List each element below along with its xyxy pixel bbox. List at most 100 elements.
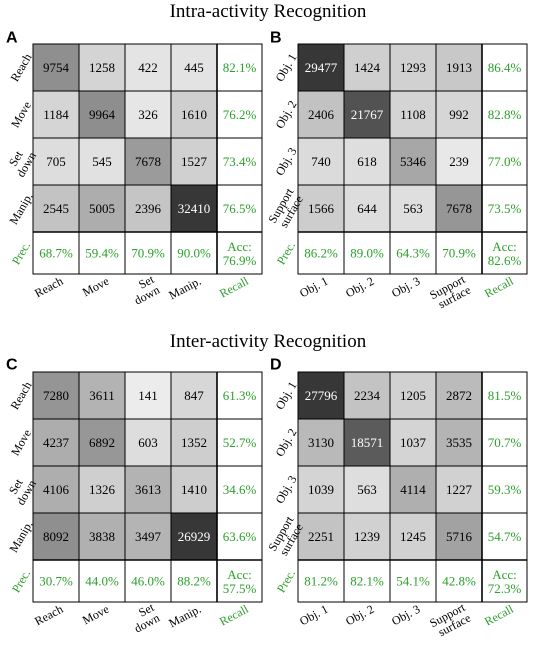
recall-value: 77.0% bbox=[488, 154, 522, 169]
matrix-cell bbox=[124, 418, 172, 467]
column-label: Obj. 1 bbox=[297, 602, 330, 628]
confusion-matrix-b: B 29477 1424 1293 1913 2406 21767 1108 992 740 618… bbox=[265, 30, 528, 311]
precision-cell bbox=[435, 231, 483, 275]
recall-value: 76.5% bbox=[223, 201, 257, 216]
row-label: Reach bbox=[7, 51, 34, 84]
row-label: Move bbox=[8, 427, 34, 458]
cell-value: 3613 bbox=[135, 482, 161, 497]
matrix-cell bbox=[297, 184, 345, 233]
panel-label: C bbox=[6, 357, 18, 374]
precision-value: 54.1% bbox=[396, 574, 430, 589]
precision-cell bbox=[297, 559, 345, 603]
cell-value: 563 bbox=[357, 482, 377, 497]
row-label: Obj. 3 bbox=[272, 473, 299, 506]
precision-axis-label: Prec. bbox=[9, 239, 33, 267]
precision-value: 44.0% bbox=[85, 574, 119, 589]
accuracy-cell bbox=[481, 559, 528, 603]
cell-value: 3130 bbox=[308, 435, 334, 450]
row-label: Obj. 2 bbox=[272, 98, 299, 131]
recall-cell bbox=[216, 465, 263, 514]
title-inter: Inter-activity Recognition bbox=[169, 331, 367, 352]
column-label: Obj. 2 bbox=[343, 602, 376, 628]
row-label: Obj. 3 bbox=[272, 145, 299, 178]
precision-value: 30.7% bbox=[39, 574, 73, 589]
cell-value: 9754 bbox=[43, 60, 70, 75]
recall-value: 73.4% bbox=[223, 154, 257, 169]
accuracy-cell bbox=[216, 231, 263, 275]
cell-value: 1184 bbox=[43, 107, 69, 122]
precision-value: 46.0% bbox=[131, 574, 165, 589]
matrix-cell bbox=[78, 465, 126, 514]
matrix-cell bbox=[435, 137, 483, 186]
matrix-cell bbox=[32, 137, 80, 186]
cell-value: 2406 bbox=[308, 107, 335, 122]
row-label: Obj. 1 bbox=[272, 379, 299, 412]
cell-value: 9964 bbox=[89, 107, 116, 122]
confusion-matrix-a: A 9754 1258 422 445 1184 9964 326 1610 705 545 7678… bbox=[6, 30, 263, 308]
recall-cell bbox=[216, 90, 263, 139]
matrix-cell bbox=[389, 465, 437, 514]
cell-value: 1566 bbox=[308, 201, 335, 216]
accuracy-value: Acc: 82.6% bbox=[488, 239, 522, 268]
precision-value: 82.1% bbox=[350, 574, 384, 589]
precision-cell bbox=[297, 231, 345, 275]
cell-value: 27796 bbox=[305, 388, 338, 403]
matrix-cell bbox=[32, 512, 80, 561]
matrix-cell bbox=[78, 512, 126, 561]
matrix-cell bbox=[170, 43, 218, 92]
recall-cell bbox=[481, 371, 528, 420]
cell-value: 1037 bbox=[400, 435, 427, 450]
accuracy-value: Acc: 57.5% bbox=[223, 567, 257, 596]
panel-label: B bbox=[270, 30, 282, 47]
column-label: Move bbox=[80, 274, 111, 300]
cell-value: 4106 bbox=[43, 482, 70, 497]
precision-value: 86.2% bbox=[304, 246, 338, 261]
panel-label: A bbox=[6, 30, 18, 47]
cell-value: 1610 bbox=[181, 107, 207, 122]
row-label: Move bbox=[8, 99, 34, 130]
matrix-cell bbox=[32, 371, 80, 420]
cell-value: 32410 bbox=[178, 201, 211, 216]
row-label: Reach bbox=[7, 379, 34, 412]
cell-value: 2251 bbox=[308, 529, 334, 544]
row-label: Manip. bbox=[6, 518, 35, 555]
panel-label: D bbox=[270, 357, 282, 374]
cell-value: 8092 bbox=[43, 529, 69, 544]
cell-value: 992 bbox=[449, 107, 469, 122]
precision-value: 59.4% bbox=[85, 246, 119, 261]
matrix-cell bbox=[389, 43, 437, 92]
recall-value: 54.7% bbox=[488, 529, 522, 544]
matrix-cell bbox=[124, 137, 172, 186]
column-label: Setdown bbox=[126, 272, 162, 308]
column-label: Obj. 3 bbox=[389, 602, 422, 628]
precision-cell bbox=[389, 231, 437, 275]
matrix-cell bbox=[297, 512, 345, 561]
recall-value: 34.6% bbox=[223, 482, 257, 497]
matrix-cell bbox=[389, 418, 437, 467]
cell-value: 29477 bbox=[305, 60, 338, 75]
cell-value: 326 bbox=[138, 107, 158, 122]
precision-value: 81.2% bbox=[304, 574, 338, 589]
column-label: Move bbox=[80, 602, 111, 628]
cell-value: 3535 bbox=[446, 435, 472, 450]
matrix-cell bbox=[297, 418, 345, 467]
cell-value: 239 bbox=[449, 154, 469, 169]
confusion-matrix-c: C 7280 3611 141 847 4237 6892 603 1352 4106 1326 36… bbox=[6, 357, 263, 636]
recall-axis-label: Recall bbox=[482, 602, 516, 629]
cell-value: 7280 bbox=[43, 388, 69, 403]
cell-value: 603 bbox=[138, 435, 158, 450]
cell-value: 141 bbox=[138, 388, 158, 403]
cell-value: 1527 bbox=[181, 154, 208, 169]
cell-value: 1245 bbox=[400, 529, 426, 544]
row-label: Obj. 1 bbox=[272, 51, 299, 84]
cell-value: 26929 bbox=[178, 529, 211, 544]
column-label: Setdown bbox=[126, 600, 162, 636]
cell-value: 1424 bbox=[354, 60, 381, 75]
matrix-cell bbox=[435, 465, 483, 514]
matrix-cell bbox=[343, 465, 391, 514]
recall-value: 86.4% bbox=[488, 60, 522, 75]
precision-cell bbox=[124, 231, 172, 275]
matrix-cell bbox=[78, 90, 126, 139]
recall-cell bbox=[481, 418, 528, 467]
cell-value: 563 bbox=[403, 201, 423, 216]
